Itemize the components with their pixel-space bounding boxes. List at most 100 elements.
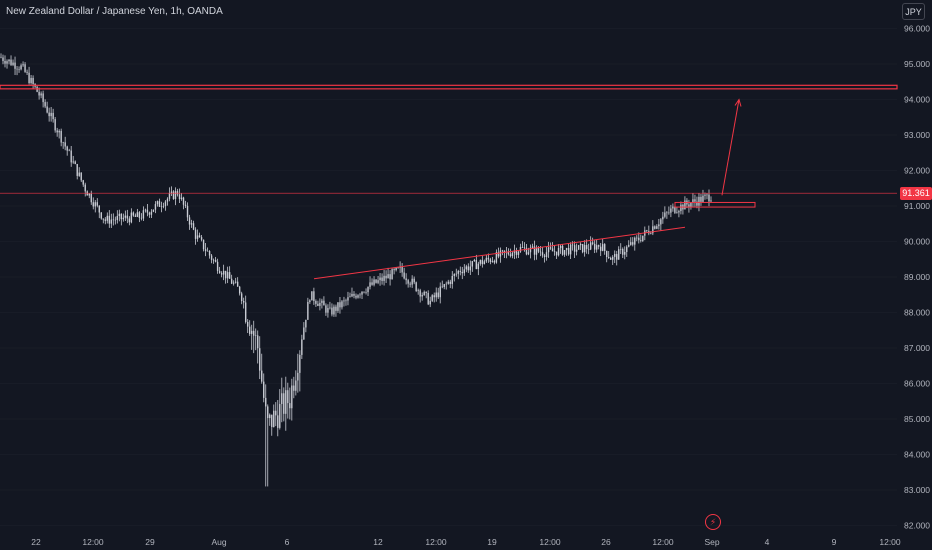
candle-body: [603, 244, 606, 251]
candle-body: [186, 205, 189, 218]
candle-body: [700, 196, 702, 202]
candle-body: [688, 204, 690, 207]
candle-body: [565, 247, 568, 251]
candle-body: [453, 274, 455, 277]
candle-body: [429, 300, 431, 305]
candle-body: [431, 295, 433, 301]
candle-body: [146, 209, 149, 213]
candle-body: [174, 191, 177, 199]
candle-body: [78, 172, 80, 176]
time-axis[interactable]: 22 12:00 29 Aug 6 12 12:00 19 12:00 26 12:00 Sep 4 9 1…: [31, 537, 901, 547]
candle-body: [38, 91, 40, 96]
lightning-icon[interactable]: ⚡: [705, 514, 721, 530]
candle-body: [315, 300, 317, 304]
candle-body: [465, 266, 468, 270]
candle-body: [214, 260, 217, 262]
candle-body: [447, 281, 449, 284]
candle-body: [375, 279, 377, 283]
candle-body: [650, 233, 652, 234]
candle-body: [265, 397, 267, 407]
candle-body: [441, 286, 443, 288]
candle-body: [162, 206, 165, 207]
rising-trendline: [313, 226, 686, 280]
candle-body: [60, 130, 62, 143]
candle-body: [204, 249, 207, 251]
candle-body: [706, 194, 708, 196]
candlestick-series: [0, 53, 712, 487]
candle-body: [176, 191, 179, 195]
candle-body: [618, 249, 620, 260]
candle-body: [48, 112, 50, 117]
candle-body: [56, 130, 58, 133]
candle-body: [20, 65, 22, 70]
candle-body: [419, 290, 421, 297]
candle-body: [636, 237, 638, 239]
candle-body: [405, 278, 407, 281]
candle-body: [660, 219, 662, 225]
candle-body: [4, 60, 6, 64]
candle-body: [257, 335, 259, 349]
candle-body: [134, 215, 137, 217]
candle-body: [630, 242, 632, 245]
candle-body: [178, 194, 181, 200]
candle-body: [94, 202, 96, 207]
candle-body: [477, 263, 480, 270]
candle-body: [353, 293, 355, 296]
price-axis[interactable]: 96.000 95.000 94.000 93.000 92.000 91.000 90.0…: [904, 24, 930, 531]
y-tick-label: 90.000: [904, 237, 930, 247]
candle-body: [118, 213, 121, 217]
candle-body: [136, 212, 139, 217]
candle-body: [349, 296, 351, 298]
y-tick-label: 91.000: [904, 201, 930, 211]
candle-body: [610, 257, 612, 260]
candle-body: [242, 301, 245, 303]
candle-body: [379, 277, 381, 281]
candle-body: [517, 251, 520, 255]
candle-body: [154, 204, 157, 210]
candle-body: [275, 410, 277, 416]
candle-body: [140, 217, 143, 219]
candle-body: [291, 385, 293, 409]
candle-body: [401, 266, 403, 273]
candle-body: [327, 308, 329, 313]
currency-button[interactable]: JPY: [902, 3, 925, 20]
candle-body: [230, 278, 233, 284]
candle-body: [670, 208, 672, 213]
candle-body: [333, 306, 335, 315]
candle-body: [317, 303, 319, 306]
candle-body: [359, 294, 361, 296]
candle-body: [704, 194, 706, 196]
candle-body: [666, 212, 668, 214]
y-tick-label: 88.000: [904, 308, 930, 318]
candle-body: [622, 248, 624, 255]
candle-body: [305, 319, 307, 328]
candle-body: [144, 209, 147, 211]
y-tick-label: 95.000: [904, 59, 930, 69]
candle-body: [471, 261, 474, 267]
candle-body: [483, 261, 486, 265]
candle-body: [28, 72, 30, 84]
candle-body: [499, 250, 502, 257]
candle-body: [156, 201, 159, 205]
candle-body: [632, 242, 634, 245]
candle-body: [341, 301, 343, 308]
candle-body: [40, 93, 42, 96]
candle-body: [132, 212, 135, 216]
candle-body: [473, 259, 476, 262]
candle-body: [182, 197, 185, 205]
candle-body: [347, 297, 349, 301]
candle-body: [74, 161, 76, 165]
candle-body: [606, 250, 608, 258]
candle-body: [702, 195, 704, 202]
candle-body: [573, 245, 576, 252]
candle-body: [218, 270, 221, 274]
candle-body: [279, 404, 281, 428]
candle-body: [559, 245, 562, 249]
x-tick-label: 12: [373, 537, 383, 547]
candle-body: [70, 150, 72, 163]
candle-body: [321, 300, 323, 303]
candle-body: [198, 235, 201, 238]
candle-body: [64, 142, 66, 147]
candle-body: [289, 403, 291, 409]
